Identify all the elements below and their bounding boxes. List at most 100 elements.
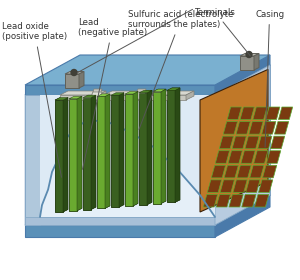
Polygon shape	[63, 97, 68, 212]
Polygon shape	[25, 217, 215, 225]
Polygon shape	[25, 65, 270, 95]
Polygon shape	[262, 122, 276, 134]
Polygon shape	[250, 165, 264, 178]
Polygon shape	[25, 95, 215, 225]
Polygon shape	[167, 90, 175, 202]
Polygon shape	[153, 92, 161, 204]
Polygon shape	[60, 95, 98, 100]
Polygon shape	[139, 93, 147, 205]
Polygon shape	[236, 122, 250, 134]
Polygon shape	[278, 107, 293, 120]
Polygon shape	[139, 90, 152, 93]
Polygon shape	[240, 56, 254, 70]
Polygon shape	[255, 194, 269, 207]
Circle shape	[92, 90, 102, 100]
Polygon shape	[240, 53, 259, 56]
Polygon shape	[25, 95, 40, 225]
Polygon shape	[65, 71, 84, 74]
Polygon shape	[105, 94, 110, 208]
Polygon shape	[211, 165, 226, 178]
Polygon shape	[55, 97, 68, 100]
Polygon shape	[215, 65, 270, 225]
Polygon shape	[215, 55, 270, 95]
Polygon shape	[161, 89, 166, 204]
Polygon shape	[25, 55, 270, 85]
Polygon shape	[137, 89, 146, 92]
Polygon shape	[111, 95, 119, 207]
Polygon shape	[167, 90, 175, 202]
Polygon shape	[25, 225, 215, 237]
Polygon shape	[224, 165, 238, 178]
Polygon shape	[153, 89, 166, 92]
Circle shape	[71, 69, 77, 76]
Polygon shape	[93, 89, 102, 92]
Polygon shape	[220, 180, 234, 192]
Polygon shape	[259, 180, 273, 192]
Polygon shape	[40, 95, 215, 217]
Polygon shape	[153, 92, 161, 204]
Polygon shape	[69, 99, 77, 211]
Polygon shape	[186, 91, 194, 100]
Polygon shape	[245, 136, 259, 149]
Polygon shape	[249, 122, 263, 134]
Text: Casing: Casing	[255, 10, 284, 147]
Polygon shape	[69, 99, 77, 211]
Polygon shape	[142, 91, 150, 100]
Polygon shape	[133, 92, 138, 206]
Polygon shape	[77, 96, 82, 211]
Polygon shape	[254, 53, 259, 70]
Polygon shape	[139, 90, 152, 93]
Polygon shape	[215, 65, 270, 225]
Polygon shape	[139, 93, 147, 205]
Polygon shape	[254, 151, 268, 163]
Polygon shape	[167, 88, 180, 90]
Polygon shape	[237, 165, 251, 178]
Polygon shape	[216, 194, 230, 207]
Polygon shape	[98, 91, 106, 100]
Polygon shape	[25, 85, 215, 95]
Text: Terminals: Terminals	[195, 8, 250, 56]
Polygon shape	[147, 90, 152, 205]
Polygon shape	[77, 96, 82, 211]
Polygon shape	[133, 92, 138, 206]
Polygon shape	[119, 93, 124, 207]
Polygon shape	[83, 95, 96, 98]
Polygon shape	[97, 94, 110, 96]
Polygon shape	[111, 95, 119, 207]
Polygon shape	[125, 94, 133, 206]
Polygon shape	[241, 151, 255, 163]
Polygon shape	[91, 95, 96, 210]
Circle shape	[136, 90, 146, 100]
Polygon shape	[207, 180, 222, 192]
Polygon shape	[25, 195, 270, 225]
Polygon shape	[83, 95, 96, 98]
Polygon shape	[55, 97, 68, 100]
Polygon shape	[229, 194, 243, 207]
Circle shape	[246, 52, 252, 57]
Polygon shape	[147, 90, 152, 205]
Polygon shape	[175, 88, 180, 202]
Polygon shape	[266, 151, 281, 163]
Polygon shape	[203, 194, 218, 207]
Polygon shape	[55, 100, 63, 212]
Text: Lead oxide
(positive plate): Lead oxide (positive plate)	[2, 22, 67, 177]
Polygon shape	[215, 195, 270, 237]
Polygon shape	[104, 91, 150, 95]
Polygon shape	[105, 94, 110, 208]
Polygon shape	[69, 96, 82, 99]
Polygon shape	[175, 88, 180, 202]
Polygon shape	[223, 122, 238, 134]
Polygon shape	[233, 180, 247, 192]
Polygon shape	[215, 151, 230, 163]
Polygon shape	[125, 92, 138, 94]
Polygon shape	[60, 91, 106, 95]
Polygon shape	[125, 94, 133, 206]
Polygon shape	[240, 107, 254, 120]
Polygon shape	[253, 107, 267, 120]
Polygon shape	[227, 107, 242, 120]
Polygon shape	[83, 98, 91, 210]
Polygon shape	[161, 89, 166, 204]
Polygon shape	[232, 136, 246, 149]
Polygon shape	[104, 95, 142, 100]
Polygon shape	[200, 69, 268, 212]
